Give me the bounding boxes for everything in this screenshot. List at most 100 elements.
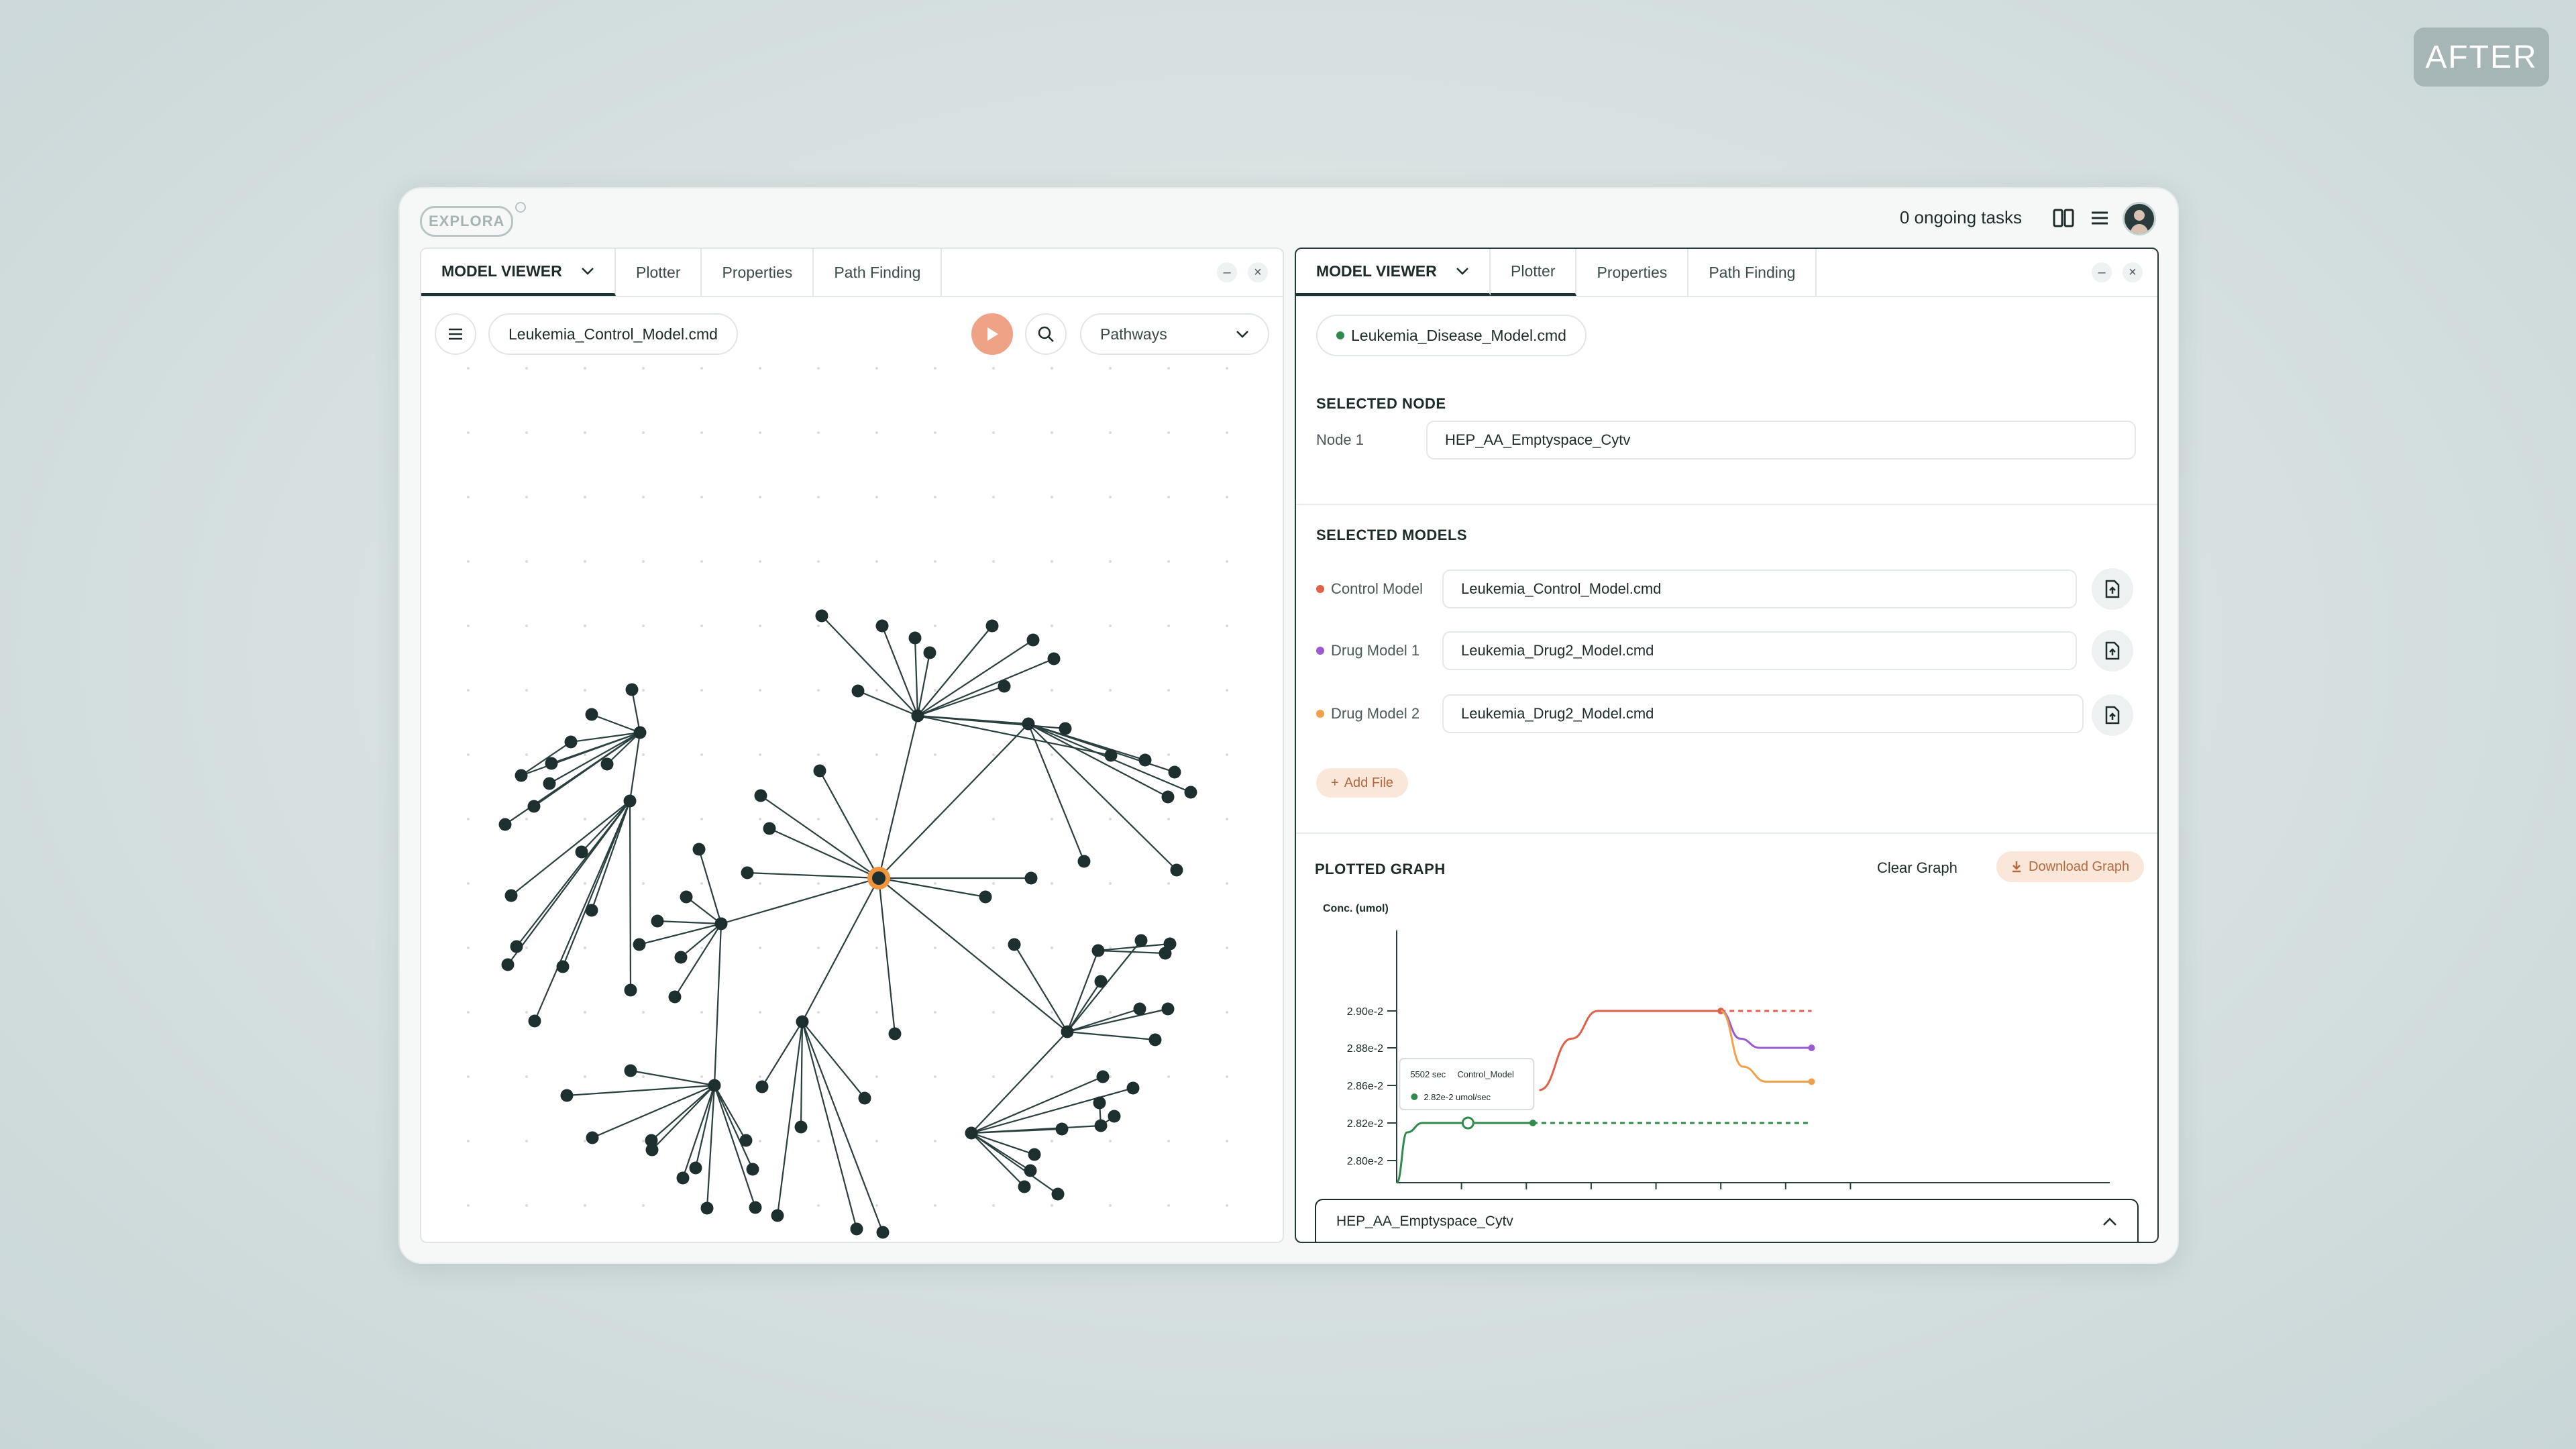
disease-model-pill[interactable]: Leukemia_Disease_Model.cmd	[1316, 315, 1587, 356]
network-node[interactable]	[651, 914, 664, 928]
menu-icon[interactable]	[2086, 205, 2113, 231]
network-node[interactable]	[1077, 855, 1091, 868]
network-node[interactable]	[700, 1201, 714, 1215]
network-node[interactable]	[1018, 1180, 1031, 1193]
network-node[interactable]	[625, 683, 639, 696]
network-node[interactable]	[1184, 786, 1197, 799]
network-node[interactable]	[746, 1163, 759, 1176]
network-node[interactable]	[888, 1027, 902, 1040]
network-node[interactable]	[754, 789, 767, 802]
split-view-icon[interactable]	[2050, 205, 2077, 231]
upload-file-button[interactable]	[2092, 568, 2133, 610]
network-node[interactable]	[645, 1143, 659, 1157]
network-node[interactable]	[624, 983, 637, 997]
network-node[interactable]	[794, 1120, 808, 1134]
network-node[interactable]	[689, 1161, 702, 1175]
network-node[interactable]	[763, 822, 776, 835]
network-node[interactable]	[739, 1134, 753, 1147]
network-node[interactable]	[858, 1091, 871, 1105]
network-node[interactable]	[528, 1014, 541, 1028]
network-node[interactable]	[560, 1089, 574, 1102]
network-node[interactable]	[1094, 975, 1108, 988]
selected-node-field[interactable]: HEP_AA_Emptyspace_Cytv	[1426, 421, 2136, 460]
chevron-down-icon[interactable]	[1456, 267, 1469, 275]
search-button[interactable]	[1025, 313, 1067, 355]
network-node[interactable]	[923, 646, 936, 659]
network-node[interactable]	[585, 708, 598, 721]
network-node[interactable]	[1134, 934, 1148, 947]
species-selector[interactable]: HEP_AA_Emptyspace_Cytv	[1315, 1199, 2139, 1242]
network-node[interactable]	[674, 951, 688, 964]
network-node[interactable]	[1096, 1070, 1110, 1083]
close-icon[interactable]: ×	[2123, 262, 2143, 282]
network-node[interactable]	[1168, 765, 1181, 779]
network-node[interactable]	[1161, 790, 1175, 804]
network-node[interactable]	[692, 843, 706, 856]
network-node[interactable]	[911, 709, 924, 722]
tab-model-viewer[interactable]: MODEL VIEWER	[1296, 249, 1491, 296]
pathways-dropdown[interactable]: Pathways	[1080, 313, 1269, 355]
tab-properties[interactable]: Properties	[1576, 249, 1689, 296]
tab-path-finding[interactable]: Path Finding	[1688, 249, 1817, 296]
clear-graph-button[interactable]: Clear Graph	[1877, 859, 1957, 876]
network-node[interactable]	[1094, 1119, 1108, 1132]
network-node[interactable]	[1148, 1033, 1162, 1046]
network-node[interactable]	[755, 1080, 769, 1093]
network-node[interactable]	[556, 960, 570, 973]
network-node[interactable]	[1161, 1002, 1175, 1016]
network-node[interactable]	[1022, 717, 1035, 731]
network-node[interactable]	[1091, 944, 1105, 957]
hover-point[interactable]	[1461, 1116, 1474, 1130]
network-node[interactable]	[623, 794, 637, 808]
network-node[interactable]	[851, 684, 865, 698]
add-file-button[interactable]: + Add File	[1316, 768, 1409, 798]
drug-model-1-field[interactable]: Leukemia_Drug2_Model.cmd	[1442, 631, 2077, 670]
minimize-icon[interactable]: –	[1217, 262, 1237, 282]
network-node[interactable]	[1024, 871, 1038, 885]
avatar[interactable]	[2123, 202, 2156, 235]
network-node[interactable]	[876, 1226, 890, 1239]
network-node[interactable]	[624, 1064, 637, 1077]
network-node[interactable]	[1159, 947, 1172, 960]
ongoing-tasks-label[interactable]: 0 ongoing tasks	[1899, 207, 2022, 227]
network-node[interactable]	[633, 938, 646, 951]
network-node[interactable]	[708, 1079, 721, 1092]
network-node[interactable]	[575, 845, 588, 859]
network-node[interactable]	[998, 680, 1011, 693]
chevron-down-icon[interactable]	[581, 267, 594, 275]
network-node[interactable]	[1108, 1110, 1121, 1123]
network-node[interactable]	[771, 1209, 784, 1222]
network-node[interactable]	[527, 800, 541, 813]
pathway-network-graph[interactable]	[421, 350, 1283, 1242]
network-node[interactable]	[1126, 1081, 1140, 1095]
network-node[interactable]	[1170, 863, 1183, 877]
network-node[interactable]	[1026, 633, 1040, 647]
network-node[interactable]	[1055, 1122, 1069, 1136]
network-node[interactable]	[1133, 1002, 1146, 1016]
network-node[interactable]	[1093, 1096, 1106, 1110]
network-node[interactable]	[850, 1222, 863, 1236]
network-node[interactable]	[543, 777, 556, 790]
control-model-field[interactable]: Leukemia_Control_Model.cmd	[1442, 570, 2077, 608]
network-node[interactable]	[979, 890, 992, 904]
plotted-graph-chart[interactable]: Conc. (umol)Time (sec)2.90e-22.88e-22.86…	[1296, 892, 2157, 1207]
network-node[interactable]	[1047, 652, 1061, 665]
play-button[interactable]	[971, 313, 1013, 355]
upload-file-button[interactable]	[2092, 630, 2133, 672]
download-graph-button[interactable]: Download Graph	[1996, 851, 2145, 882]
network-node[interactable]	[1008, 938, 1021, 951]
minimize-icon[interactable]: –	[2092, 262, 2112, 282]
network-node[interactable]	[585, 904, 598, 917]
network-node[interactable]	[600, 757, 614, 771]
network-node[interactable]	[1138, 753, 1152, 767]
network-node[interactable]	[680, 890, 693, 904]
network-node[interactable]	[796, 1015, 809, 1028]
close-icon[interactable]: ×	[1248, 262, 1268, 282]
upload-file-button[interactable]	[2092, 694, 2133, 736]
network-node[interactable]	[714, 917, 728, 930]
network-node[interactable]	[510, 940, 523, 953]
network-node[interactable]	[668, 990, 682, 1004]
tab-properties[interactable]: Properties	[702, 249, 814, 296]
network-node[interactable]	[498, 818, 512, 831]
network-node[interactable]	[545, 757, 558, 770]
